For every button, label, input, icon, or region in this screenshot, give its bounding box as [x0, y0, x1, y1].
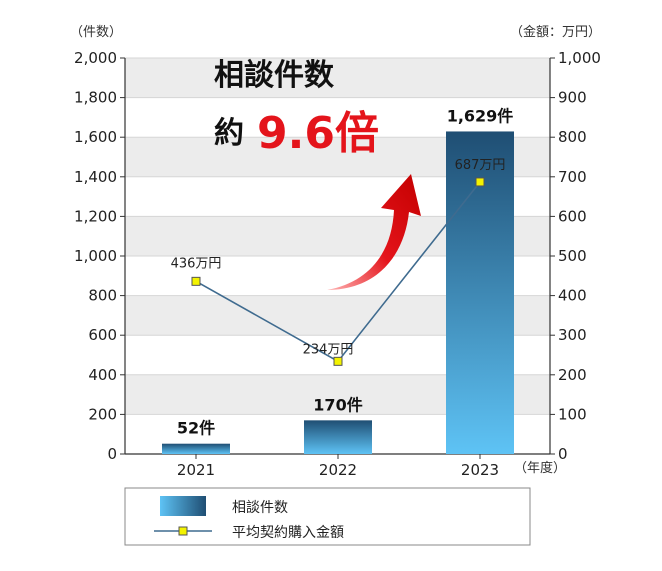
- line-data-label: 234万円: [303, 342, 354, 357]
- line-point: [475, 177, 485, 187]
- legend-bar-swatch: [160, 496, 206, 516]
- bar: [162, 443, 230, 454]
- left-tick-label: 800: [88, 287, 117, 305]
- line-series: 436万円 234万円 687万円: [171, 158, 506, 366]
- growth-arrow: [327, 174, 421, 290]
- line-data-label: 436万円: [171, 256, 222, 271]
- x-tick-label: 2022: [319, 461, 357, 479]
- x-tick-label: 2021: [177, 461, 215, 479]
- right-tick-label: 1,000: [558, 49, 601, 67]
- annotation-title: 相談件数: [214, 58, 335, 93]
- left-tick-label: 1,200: [74, 207, 117, 225]
- right-tick-label: 600: [558, 207, 587, 225]
- right-tick-label: 0: [558, 445, 568, 463]
- line-point: [191, 276, 201, 286]
- left-tick-label: 600: [88, 326, 117, 344]
- right-tick-label: 200: [558, 366, 587, 384]
- legend: 相談件数 平均契約購入金額: [124, 487, 531, 546]
- right-axis-unit: （金額：万円）: [510, 24, 601, 40]
- legend-line-label: 平均契約購入金額: [232, 525, 344, 541]
- left-tick-label: 400: [88, 366, 117, 384]
- left-axis-ticks: 0 200 400 600 800 1,000 1,200 1,400 1,600 1,800 2,…: [74, 49, 125, 463]
- legend-bar-label: 相談件数: [232, 500, 288, 516]
- right-tick-label: 300: [558, 326, 587, 344]
- x-axis-ticks: 2021 2022 2023: [177, 454, 499, 479]
- left-tick-label: 1,000: [74, 247, 117, 265]
- bar-data-label: 52件: [177, 419, 215, 438]
- left-tick-label: 1,800: [74, 89, 117, 107]
- right-tick-label: 800: [558, 128, 587, 146]
- x-tick-label: 2023: [461, 461, 499, 479]
- annotation-multiplier: 9.6倍: [257, 108, 379, 159]
- left-tick-label: 200: [88, 405, 117, 423]
- left-tick-label: 0: [107, 445, 117, 463]
- line-data-label: 687万円: [455, 158, 506, 173]
- legend-line-marker: [178, 526, 188, 536]
- right-tick-label: 900: [558, 89, 587, 107]
- bar-data-label: 1,629件: [447, 106, 514, 125]
- bar-data-label: 170件: [313, 395, 362, 414]
- left-tick-label: 2,000: [74, 49, 117, 67]
- right-tick-label: 500: [558, 247, 587, 265]
- line-point: [333, 356, 343, 366]
- left-axis-unit: （件数）: [70, 25, 122, 40]
- right-axis-ticks: 0 100 200 300 400 500 600 700 800 900 1,000: [550, 49, 601, 463]
- right-tick-label: 700: [558, 168, 587, 186]
- x-axis-unit: （年度）: [514, 460, 566, 476]
- bar: [304, 420, 372, 454]
- left-tick-label: 1,600: [74, 128, 117, 146]
- annotation-prefix: 約: [214, 116, 244, 151]
- grid-band: [125, 58, 550, 98]
- right-tick-label: 100: [558, 405, 587, 423]
- right-tick-label: 400: [558, 287, 587, 305]
- left-tick-label: 1,400: [74, 168, 117, 186]
